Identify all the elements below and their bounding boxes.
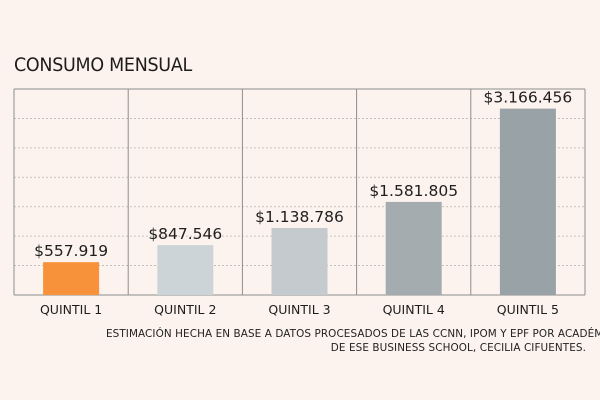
value-label-3: $1.138.786 xyxy=(255,208,344,226)
category-label-2: QUINTIL 2 xyxy=(154,302,216,317)
chart-title: CONSUMO MENSUAL xyxy=(14,54,192,76)
source-note: ESTIMACIÓN HECHA EN BASE A DATOS PROCESA… xyxy=(106,327,600,355)
value-label-2: $847.546 xyxy=(148,225,222,243)
source-note-line-1: ESTIMACIÓN HECHA EN BASE A DATOS PROCESA… xyxy=(106,328,600,340)
bar-4 xyxy=(385,201,442,295)
category-label-3: QUINTIL 3 xyxy=(268,302,330,317)
source-note-line-2: DE ESE BUSINESS SCHOOL, CECILIA CIFUENTE… xyxy=(330,342,586,354)
value-label-5: $3.166.456 xyxy=(484,89,573,107)
bar-5 xyxy=(499,108,556,296)
bar-2 xyxy=(157,245,214,295)
value-label-4: $1.581.805 xyxy=(369,182,458,200)
category-label-1: QUINTIL 1 xyxy=(40,302,102,317)
value-label-1: $557.919 xyxy=(34,242,108,260)
bar-3 xyxy=(271,227,328,295)
bar-1 xyxy=(43,262,100,295)
category-label-4: QUINTIL 4 xyxy=(383,302,445,317)
category-label-5: QUINTIL 5 xyxy=(497,302,559,317)
